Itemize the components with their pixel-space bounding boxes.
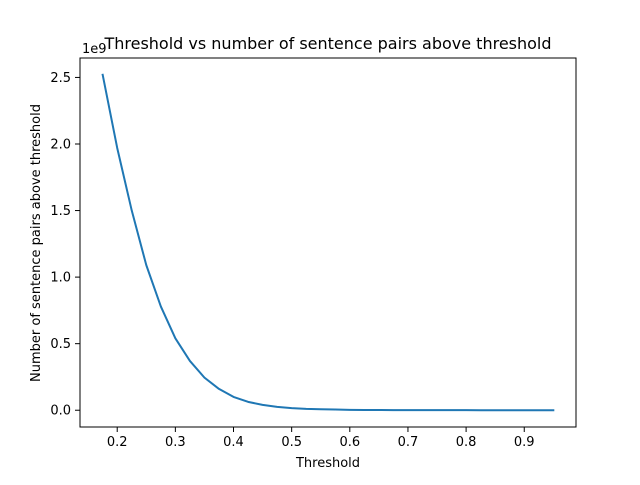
x-tick-label: 0.5: [281, 435, 302, 450]
x-tick-label: 0.4: [223, 435, 244, 450]
y-tick-label: 2.5: [50, 71, 71, 86]
plot-area: [79, 57, 577, 428]
x-tick-label: 0.2: [107, 435, 128, 450]
x-tick-label: 0.8: [456, 435, 477, 450]
x-tick-label: 0.7: [398, 435, 419, 450]
x-tick-label: 0.9: [514, 435, 535, 450]
y-tick-label: 1.0: [50, 271, 71, 286]
chart-title: Threshold vs number of sentence pairs ab…: [103, 34, 551, 53]
axes-frame: [79, 57, 577, 428]
y-tick-label: 2.0: [50, 137, 71, 152]
y-axis-offset-text: 1e9: [82, 42, 107, 57]
y-axis-ticks: 0.0 0.5 1.0 1.5 2.0 2.5: [50, 71, 80, 419]
x-axis-ticks: 0.2 0.3 0.4 0.5 0.6 0.7 0.8 0.9: [107, 427, 535, 450]
x-tick-label: 0.3: [165, 435, 186, 450]
y-axis-label: Number of sentence pairs above threshold: [29, 104, 44, 382]
x-tick-label: 0.6: [339, 435, 360, 450]
y-tick-label: 0.5: [50, 337, 71, 352]
y-tick-label: 1.5: [50, 204, 71, 219]
x-axis-label: Threshold: [295, 456, 360, 471]
y-tick-label: 0.0: [50, 404, 71, 419]
series-line-0: [101, 73, 555, 412]
